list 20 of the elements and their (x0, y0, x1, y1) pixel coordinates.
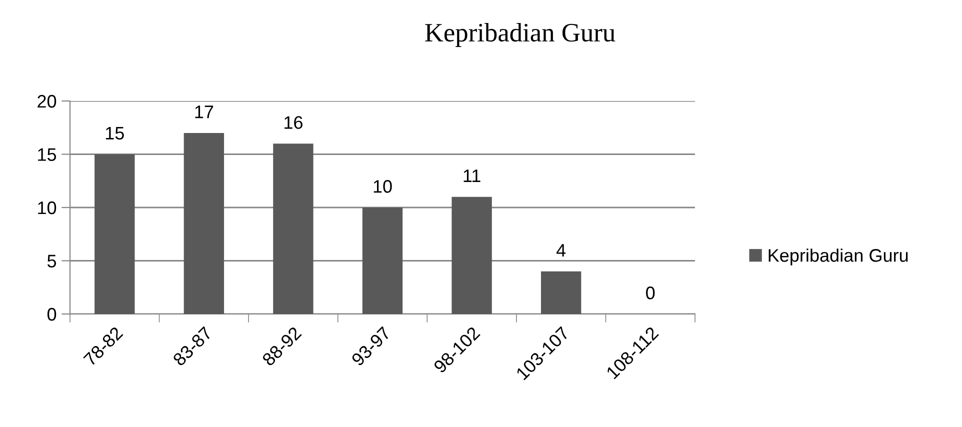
legend-label: Kepribadian Guru (768, 248, 908, 266)
chart-title: Kepribadian Guru (425, 23, 616, 47)
data-label: 17 (195, 106, 214, 118)
bar (362, 208, 403, 314)
y-tick-label: 20 (38, 94, 56, 108)
y-tick-label: 5 (47, 254, 56, 268)
y-tick-label: 15 (38, 148, 56, 161)
data-label: 15 (106, 126, 124, 140)
data-label: 0 (646, 286, 655, 300)
data-label: 16 (284, 116, 302, 129)
bar (452, 196, 492, 314)
bar (94, 154, 135, 314)
data-label: 11 (464, 170, 480, 182)
data-label: 10 (374, 180, 392, 193)
y-tick-label: 10 (38, 201, 56, 214)
bar (273, 144, 314, 314)
data-label: 4 (556, 244, 566, 257)
y-tick-label: 0 (47, 308, 56, 321)
bar (540, 271, 582, 314)
bar (184, 132, 224, 314)
